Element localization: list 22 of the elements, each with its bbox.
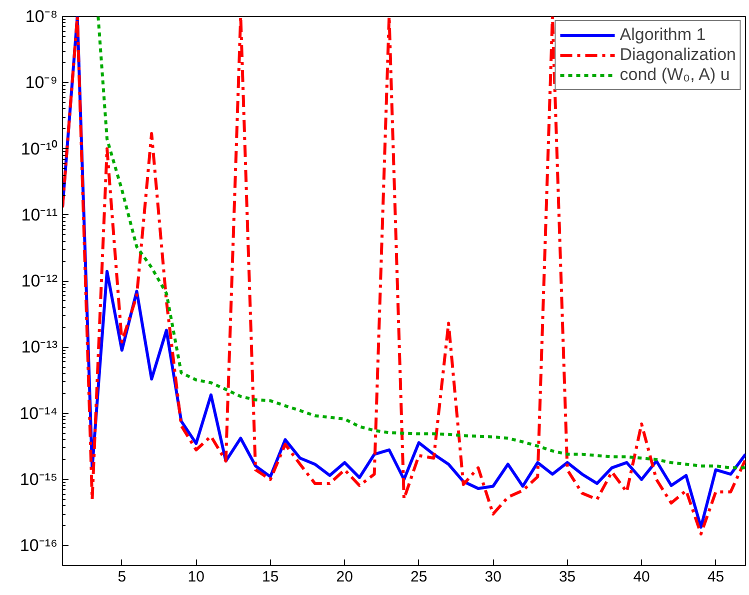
- x-tick-label: 20: [336, 568, 353, 586]
- x-tick-label: 10: [188, 568, 204, 586]
- y-tick-label: 10⁻⁸: [25, 7, 58, 26]
- y-tick-label: 10⁻¹⁶: [20, 536, 58, 556]
- x-tick-label: 30: [484, 568, 502, 586]
- x-tick-label: 45: [707, 568, 724, 586]
- x-tick-label: 40: [633, 568, 650, 586]
- x-tick-label: 25: [410, 568, 428, 586]
- legend-label: Algorithm 1: [620, 25, 706, 45]
- x-tick-label: 35: [558, 568, 576, 586]
- y-tick-label: 10⁻¹¹: [21, 205, 58, 224]
- y-tick-label: 10⁻¹⁴: [20, 404, 58, 423]
- y-tick-label: 10⁻¹²: [21, 272, 58, 291]
- y-tick-label: 10⁻¹⁵: [20, 470, 58, 489]
- y-tick-label: 10⁻¹³: [21, 338, 58, 357]
- legend-label: cond (W₀, A) u: [620, 65, 730, 85]
- x-tick-label: 5: [118, 568, 126, 586]
- x-tick-label: 15: [262, 568, 279, 586]
- line-series: [96, 16, 746, 470]
- y-tick-label: 10⁻⁹: [25, 73, 58, 92]
- y-tick-label: 10⁻¹⁰: [20, 139, 58, 158]
- legend-label: Diagonalization: [620, 45, 736, 65]
